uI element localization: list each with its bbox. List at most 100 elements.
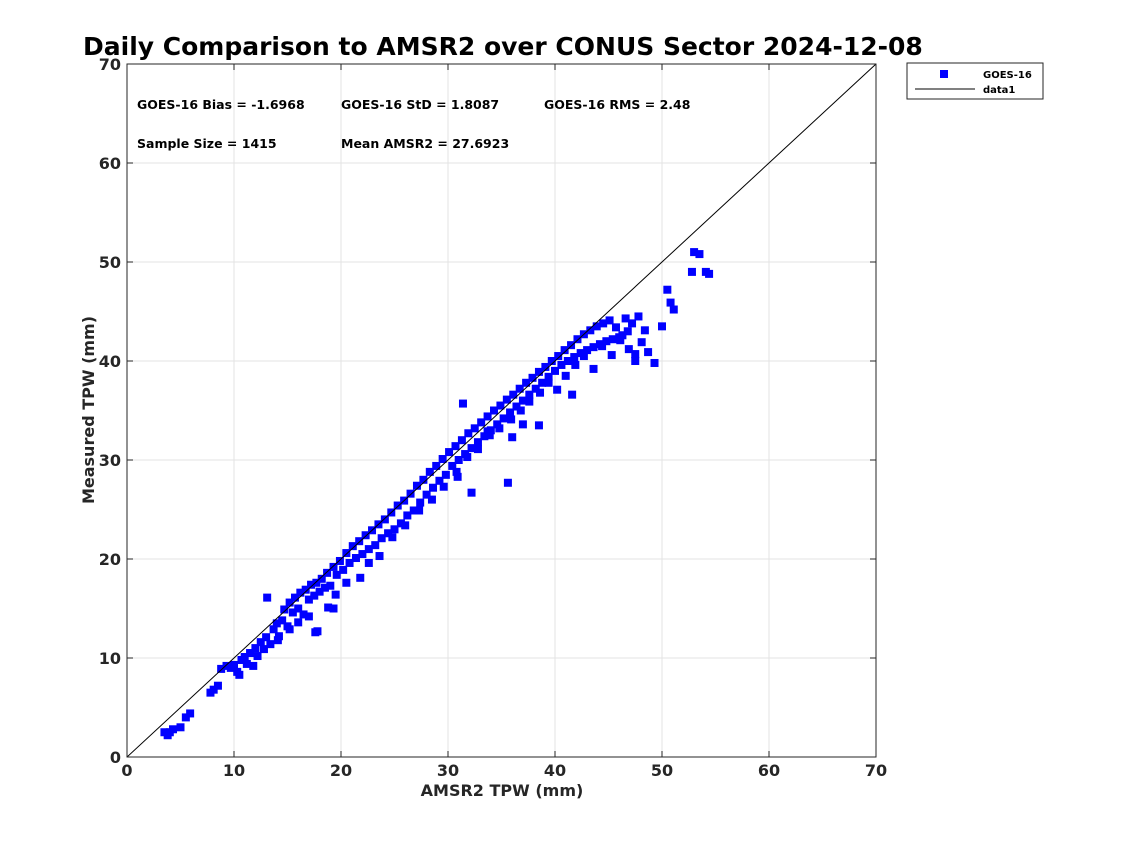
legend: GOES-16 data1	[906, 62, 1044, 100]
data-point	[222, 661, 231, 670]
data-point	[299, 610, 308, 619]
data-point	[409, 506, 418, 515]
data-point	[419, 475, 428, 484]
data-point	[256, 638, 265, 647]
data-point	[586, 326, 595, 335]
data-point	[518, 396, 527, 405]
data-point	[432, 461, 441, 470]
data-point	[509, 390, 518, 399]
data-point	[573, 335, 582, 344]
data-point	[412, 481, 421, 490]
data-point	[422, 490, 431, 499]
data-point	[294, 618, 303, 627]
data-point	[621, 314, 630, 323]
data-point	[406, 489, 415, 498]
data-point	[589, 364, 598, 373]
data-point	[570, 353, 579, 362]
x-axis-ticks: 0 10 20 30 40 50 60 70	[121, 64, 887, 780]
data-point	[563, 357, 572, 365]
data-point	[429, 483, 438, 492]
data-point	[310, 591, 319, 600]
data-point	[640, 326, 649, 335]
data-point	[507, 415, 516, 424]
data-point	[579, 352, 588, 361]
data-point	[396, 519, 405, 528]
y-tick-label: 50	[99, 253, 121, 272]
data-point	[560, 346, 569, 355]
data-point	[618, 331, 627, 340]
data-point	[435, 476, 444, 485]
chart-title: Daily Comparison to AMSR2 over CONUS Sec…	[83, 32, 923, 61]
data-point	[483, 427, 492, 436]
stat-bias: GOES-16 Bias = -1.6968	[137, 97, 305, 112]
data-point	[473, 438, 482, 447]
data-point	[650, 358, 659, 367]
data-point	[317, 574, 326, 583]
legend-label-data1: data1	[983, 85, 1015, 96]
data-point	[217, 664, 226, 673]
data-point	[345, 558, 354, 567]
data-point	[666, 298, 675, 307]
data-point	[390, 525, 399, 534]
data-point	[525, 390, 534, 399]
data-point	[371, 541, 380, 550]
plot-frame	[126, 63, 877, 758]
data-point	[269, 625, 278, 634]
legend-box	[906, 62, 1044, 100]
data-point	[538, 378, 547, 387]
data-point	[644, 348, 653, 357]
stat-sample-size: Sample Size = 1415	[137, 136, 277, 151]
stat-rms: GOES-16 RMS = 2.48	[544, 97, 690, 112]
data-point	[240, 653, 249, 662]
data-point	[467, 444, 476, 453]
data-point	[544, 372, 553, 381]
data-point	[380, 515, 389, 524]
data-point	[624, 345, 633, 354]
data-point	[307, 580, 316, 589]
scatter-points	[160, 248, 714, 740]
data-point	[416, 498, 425, 507]
data-point	[351, 554, 360, 563]
data-point	[453, 472, 462, 481]
data-point	[335, 556, 344, 565]
y-tick-label: 30	[99, 451, 121, 470]
y-axis-ticks: 0 10 20 30 40 50 60 70	[99, 55, 876, 767]
data-point	[332, 570, 341, 579]
data-point	[512, 402, 521, 411]
x-tick-label: 50	[651, 761, 673, 780]
data-point	[480, 432, 489, 441]
data-point	[631, 357, 640, 365]
data-point	[602, 337, 611, 346]
data-point	[448, 461, 457, 470]
data-point	[623, 327, 632, 336]
data-point	[705, 269, 714, 278]
data-point	[312, 578, 321, 587]
legend-label-goes16: GOES-16	[983, 70, 1032, 81]
data-point	[544, 378, 553, 387]
data-point	[695, 250, 704, 259]
data-point	[473, 445, 482, 454]
x-tick-label: 30	[437, 761, 459, 780]
data-point	[568, 390, 577, 399]
x-tick-label: 70	[865, 761, 887, 780]
data-point	[439, 482, 448, 491]
data-point	[342, 549, 351, 558]
data-point	[589, 343, 598, 352]
data-point	[262, 633, 271, 642]
data-point	[467, 488, 476, 497]
data-point	[490, 406, 499, 415]
reference-line	[126, 63, 877, 758]
data-point	[464, 429, 473, 438]
data-point	[441, 470, 450, 479]
data-point	[393, 501, 402, 510]
data-point	[463, 453, 472, 462]
data-point	[294, 604, 303, 613]
data-point	[571, 360, 580, 369]
x-tick-label: 0	[121, 761, 132, 780]
stat-mean-amsr2: Mean AMSR2 = 27.6923	[341, 136, 509, 151]
stat-std: GOES-16 StD = 1.8087	[341, 97, 499, 112]
x-axis-label: AMSR2 TPW (mm)	[421, 781, 584, 800]
data-point	[388, 533, 397, 542]
data-point	[607, 351, 616, 360]
